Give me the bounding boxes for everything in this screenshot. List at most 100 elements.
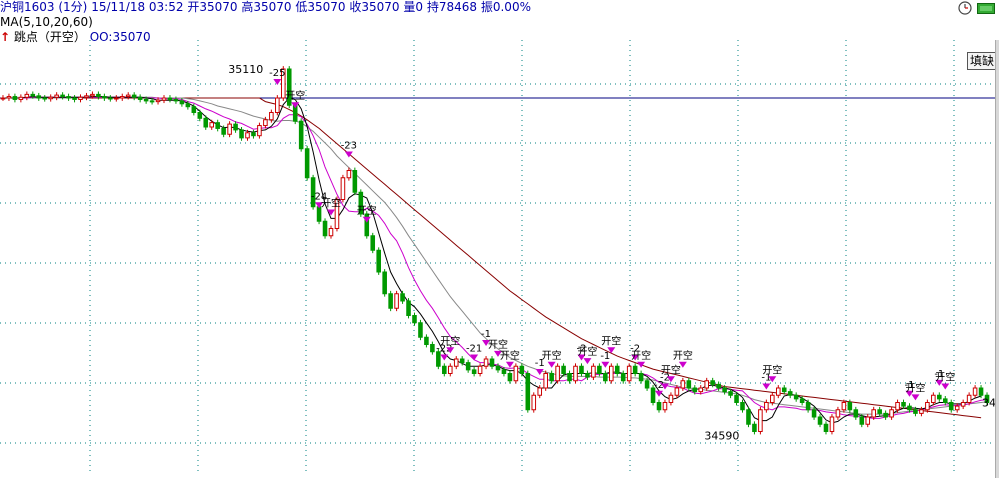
candle-body (161, 97, 167, 101)
candle-body (710, 380, 715, 385)
volume-label: 量0 (403, 0, 424, 14)
candle-body (829, 416, 835, 432)
ma60-line (3, 97, 982, 419)
candle-body (656, 402, 662, 411)
candle-body (406, 300, 411, 316)
candle-body (459, 358, 465, 364)
candle-body (859, 416, 865, 425)
signal-label: -1 (481, 329, 491, 340)
candle-body (0, 97, 6, 100)
datetime-label: 15/11/18 03:52 (91, 0, 184, 14)
candle-body (418, 322, 423, 338)
candle-body (167, 97, 173, 100)
signal-triangle (631, 354, 640, 361)
ma10-line (3, 96, 988, 419)
candle-body (781, 387, 787, 393)
signal-triangle (905, 390, 914, 397)
signal-triangle (362, 216, 371, 223)
quote-header: 沪铜1603 (1分) 15/11/18 03:52 开35070 高35070… (0, 0, 531, 15)
candle-body (740, 402, 745, 411)
candle-body (131, 94, 137, 98)
candle-body (984, 394, 990, 403)
candle-body (889, 409, 894, 418)
candle-body (942, 398, 948, 403)
candle-body (603, 373, 608, 382)
candle-body (543, 373, 548, 389)
candle-body (382, 271, 387, 295)
candle-body (966, 394, 972, 403)
candle-body (871, 409, 876, 418)
candle-body (609, 365, 614, 382)
candle-body (865, 416, 871, 425)
ma-label: MA(5,10,20,60) (0, 15, 93, 29)
candle-body (585, 373, 590, 378)
candle-body (18, 96, 24, 100)
signal-triangle (326, 209, 335, 216)
candle-body (477, 365, 483, 374)
right-edge-label: 34 (982, 397, 996, 410)
candle-body (817, 416, 823, 425)
money-icon[interactable] (977, 3, 995, 14)
candle-body (907, 405, 912, 411)
candle-body (233, 123, 238, 131)
candle-body (394, 293, 399, 309)
indicator-value: OO:35070 (89, 30, 151, 44)
candle-body (835, 409, 841, 418)
low-annotation: 34590 (704, 430, 739, 443)
candle-body (752, 423, 757, 432)
candle-body (823, 423, 829, 432)
candle-body (948, 402, 954, 411)
candle-body (209, 122, 215, 128)
signal-label: 开空 (285, 89, 305, 102)
signal-label: 开空 (661, 363, 681, 376)
candle-body (84, 95, 89, 98)
signal-label: 开空 (577, 345, 597, 358)
candle-body (447, 365, 453, 374)
candle-body (114, 97, 119, 100)
candle-body (251, 132, 256, 137)
signal-triangle (535, 369, 544, 375)
candle-body (567, 373, 572, 382)
up-arrow-icon: ↑ (0, 30, 11, 44)
signal-triangle (291, 102, 300, 109)
candle-body (465, 362, 471, 371)
signal-label: 开空 (601, 334, 621, 347)
signal-label: 开空 (905, 381, 925, 394)
signal-triangle (273, 79, 282, 85)
signal-triangle (315, 202, 324, 209)
candle-body (24, 93, 30, 98)
candle-body (704, 380, 710, 389)
candle-body (716, 383, 721, 389)
right-scrollbar[interactable] (995, 40, 999, 478)
close-label: 收35070 (349, 0, 400, 14)
signal-label: 开空 (488, 338, 508, 351)
signal-triangle (911, 394, 920, 401)
signal-label: -24 (311, 191, 327, 202)
candle-body (72, 97, 77, 100)
candle-body (507, 373, 513, 382)
candle-body (453, 358, 459, 367)
candle-body (913, 409, 918, 414)
candle-body (489, 358, 495, 367)
open-interest-label: 持78468 (426, 0, 478, 14)
signal-triangle (493, 350, 502, 357)
candle-body (483, 358, 489, 367)
signal-triangle (505, 361, 514, 368)
candle-body (364, 213, 370, 237)
candle-body (591, 365, 596, 378)
signal-triangle (440, 354, 449, 361)
fill-gap-button[interactable]: 填缺 (967, 52, 997, 70)
candle-body (442, 365, 447, 374)
candle-body (841, 402, 847, 411)
candle-body (925, 402, 930, 411)
candle-body (102, 96, 107, 99)
signal-triangle (607, 347, 616, 354)
signal-label: -25 (269, 68, 285, 79)
candle-body (638, 373, 644, 382)
candle-body (155, 99, 161, 103)
candle-body (471, 369, 477, 374)
candle-body (179, 100, 185, 105)
clock-icon[interactable] (958, 1, 972, 15)
